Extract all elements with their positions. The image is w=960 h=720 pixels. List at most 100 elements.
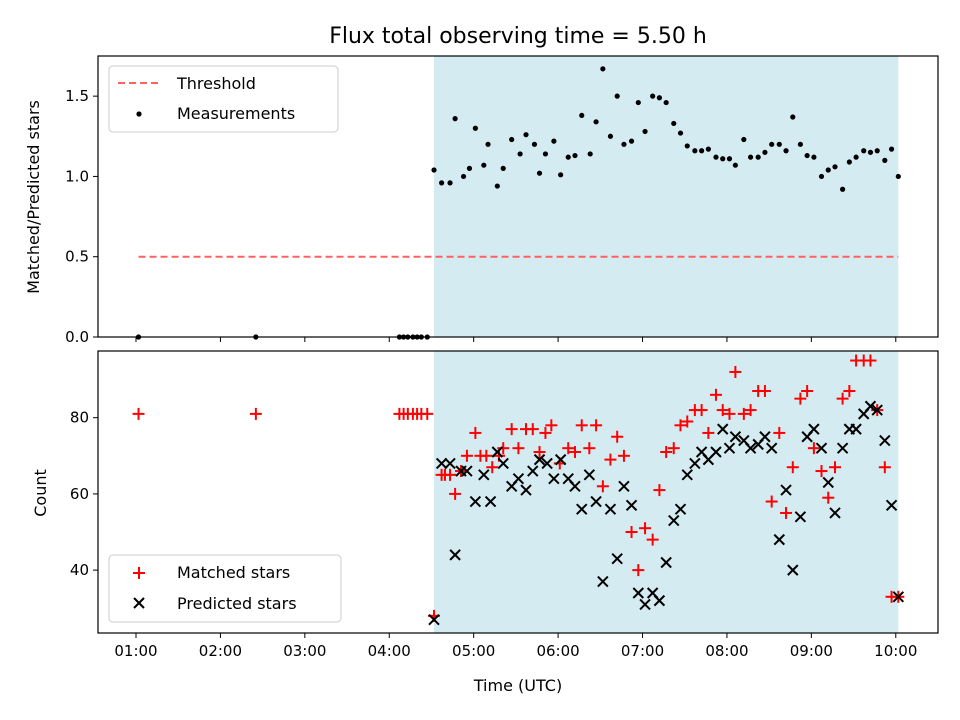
observing-window-shade xyxy=(434,56,899,337)
measurement-point xyxy=(635,99,641,106)
matched-star-point xyxy=(829,461,842,474)
measurement-point xyxy=(500,165,506,171)
measurement-point xyxy=(846,159,852,165)
measurement-point xyxy=(732,162,738,168)
matched-star-point xyxy=(444,468,457,481)
measurements-legend-label: Measurements xyxy=(177,104,295,123)
matched-star-point xyxy=(695,404,708,417)
predicted-star-point xyxy=(787,564,799,576)
measurement-point xyxy=(692,148,698,154)
predicted-star-point xyxy=(449,549,461,561)
measurement-point xyxy=(565,154,571,160)
matched-star-point xyxy=(709,388,722,401)
measurement-point xyxy=(895,173,901,180)
predicted-star-point xyxy=(822,476,834,489)
predicted-star-point xyxy=(527,465,539,477)
x-tick-label: 10:00 xyxy=(874,642,917,660)
measurement-point xyxy=(811,154,817,160)
predicted-star-point xyxy=(892,591,905,603)
predicted-star-point xyxy=(520,484,532,496)
predicted-star-point xyxy=(569,480,581,492)
ratio-axes-frame xyxy=(97,55,939,338)
measurement-point xyxy=(720,156,726,162)
matched-star-point xyxy=(460,449,473,462)
measurement-point xyxy=(558,172,564,178)
matched-star-point xyxy=(562,442,575,455)
measurement-point xyxy=(755,154,761,160)
measurement-point xyxy=(804,152,810,159)
matched-star-point xyxy=(758,385,771,398)
measurement-point xyxy=(438,180,445,186)
predicted-star-point xyxy=(850,423,862,435)
matched-star-point xyxy=(545,419,558,432)
count-y-axis-label: Count xyxy=(31,469,50,517)
count-axes-frame xyxy=(97,350,939,634)
matched-star-point xyxy=(617,449,630,462)
predicted-star-point xyxy=(765,442,778,454)
matched-legend-swatch xyxy=(133,567,145,579)
measurement-point xyxy=(776,141,782,147)
matched-star-point xyxy=(632,564,645,577)
measurement-point xyxy=(551,138,557,144)
measurement-point xyxy=(452,116,458,122)
predicted-star-point xyxy=(428,613,440,626)
predicted-star-point xyxy=(681,469,693,481)
measurement-point xyxy=(747,154,754,160)
matched-star-point xyxy=(625,526,638,539)
predicted-star-point xyxy=(604,503,617,515)
predicted-star-point xyxy=(632,587,645,599)
predicted-star-point xyxy=(512,472,525,485)
predicted-star-point xyxy=(773,533,785,546)
predicted-star-point xyxy=(444,457,456,470)
matched-star-point xyxy=(822,491,835,504)
predicted-star-point xyxy=(723,442,736,454)
measurement-point xyxy=(656,95,663,101)
matched-star-point xyxy=(639,522,652,535)
x-tick-label: 07:00 xyxy=(621,642,664,660)
predicted-legend-swatch xyxy=(133,597,145,609)
measurement-point xyxy=(867,149,874,155)
predicted-star-point xyxy=(660,556,672,569)
matched-star-point xyxy=(716,404,729,417)
matched-star-point xyxy=(723,407,736,420)
predicted-star-point xyxy=(729,431,742,443)
predicted-star-point xyxy=(668,514,680,527)
predicted-star-point xyxy=(674,503,687,515)
x-axis-label: Time (UTC) xyxy=(473,676,562,695)
y-tick-label: 0.5 xyxy=(65,248,89,266)
y-tick-label: 1.5 xyxy=(65,87,89,105)
x-tick-label: 08:00 xyxy=(705,642,748,660)
measurement-point xyxy=(517,151,523,157)
measurement-point xyxy=(523,132,529,138)
matched-star-point xyxy=(533,445,546,458)
predicted-star-point xyxy=(829,507,841,519)
predicted-star-point xyxy=(554,453,567,466)
measurement-point xyxy=(726,156,733,162)
y-tick-label: 0.0 xyxy=(65,328,89,346)
ratio-legend-box xyxy=(108,65,339,133)
measurement-point xyxy=(861,148,867,154)
observing-window-shade xyxy=(434,351,899,633)
x-tick-label: 06:00 xyxy=(536,642,579,660)
measurement-point xyxy=(874,148,880,154)
measurement-point xyxy=(542,151,549,157)
measurement-point xyxy=(621,141,627,147)
measurement-point xyxy=(485,141,491,147)
predicted-star-point xyxy=(491,446,504,458)
matched-star-point xyxy=(801,385,814,398)
predicted-star-point xyxy=(864,400,877,412)
matched-star-point xyxy=(667,442,680,455)
measurement-point xyxy=(705,146,711,152)
measurement-point xyxy=(600,66,606,72)
measurement-point xyxy=(783,148,789,154)
matched-star-point xyxy=(773,426,786,439)
predicted-star-point xyxy=(618,480,630,492)
predicted-star-point xyxy=(611,552,623,565)
measurement-point xyxy=(840,186,846,192)
ratio-panel: 0.0 0.5 1.0 1.5 Matched/Predicted stars Thr… xyxy=(24,55,939,346)
predicted-star-point xyxy=(497,457,509,470)
matched-star-point xyxy=(505,423,518,436)
predicted-star-point xyxy=(541,457,553,470)
measurement-point xyxy=(431,167,437,173)
measurement-point xyxy=(797,141,803,147)
